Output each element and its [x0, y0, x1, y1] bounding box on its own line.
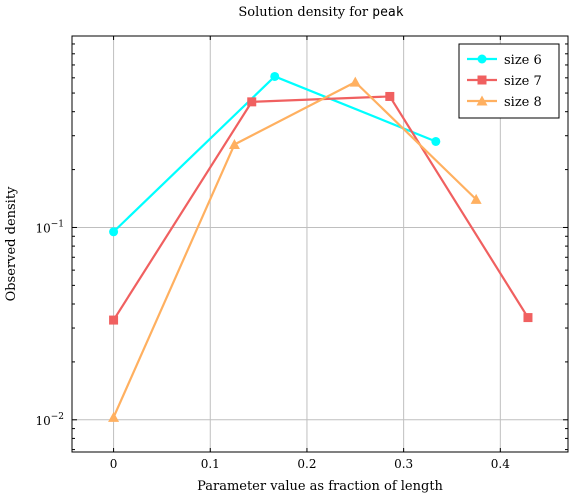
chart-title-prefix: Solution density for [238, 5, 372, 20]
x-axis-label: Parameter value as fraction of length [197, 479, 443, 494]
series-line [114, 96, 528, 320]
data-point [523, 313, 532, 322]
data-point [109, 227, 118, 236]
legend-label: size 7 [504, 74, 542, 89]
data-point [109, 316, 118, 325]
data-point [108, 412, 119, 422]
y-tick-label-base: 10 [35, 414, 50, 428]
data-point [350, 77, 361, 87]
axis-tick-labels: 0 0.1 0.2 0.3 0.410−210−1 [35, 219, 510, 471]
x-tick-label: 0.3 [394, 457, 413, 471]
chart-title-code: peak [372, 5, 403, 20]
y-tick-label: 10−2 [35, 412, 64, 428]
data-point [270, 72, 279, 81]
x-tick-label: 0.1 [201, 457, 220, 471]
data-point [431, 137, 440, 146]
y-tick-label-exponent: −2 [51, 412, 64, 422]
data-point [385, 92, 394, 101]
x-tick-label: 0.2 [297, 457, 316, 471]
data-point [247, 97, 256, 106]
y-tick-label-exponent: −1 [51, 219, 64, 229]
legend-label: size 6 [504, 53, 542, 68]
legend-label: size 8 [504, 95, 542, 110]
legend-swatch-marker [478, 76, 487, 85]
legend: size 6 size 7 size 8 [459, 44, 559, 118]
x-tick-label: 0 [110, 457, 118, 471]
series-layer [108, 72, 532, 422]
series-size-7 [109, 92, 532, 325]
y-axis-label: Observed density [4, 186, 19, 301]
series-size-8 [108, 77, 482, 422]
x-tick-label: 0.4 [491, 457, 510, 471]
chart-title: Solution density for peak [238, 5, 403, 20]
legend-swatch-marker [478, 55, 487, 64]
series-line [114, 82, 477, 417]
y-tick-label-base: 10 [35, 221, 50, 235]
y-tick-label: 10−1 [35, 219, 64, 235]
data-point [229, 139, 240, 149]
